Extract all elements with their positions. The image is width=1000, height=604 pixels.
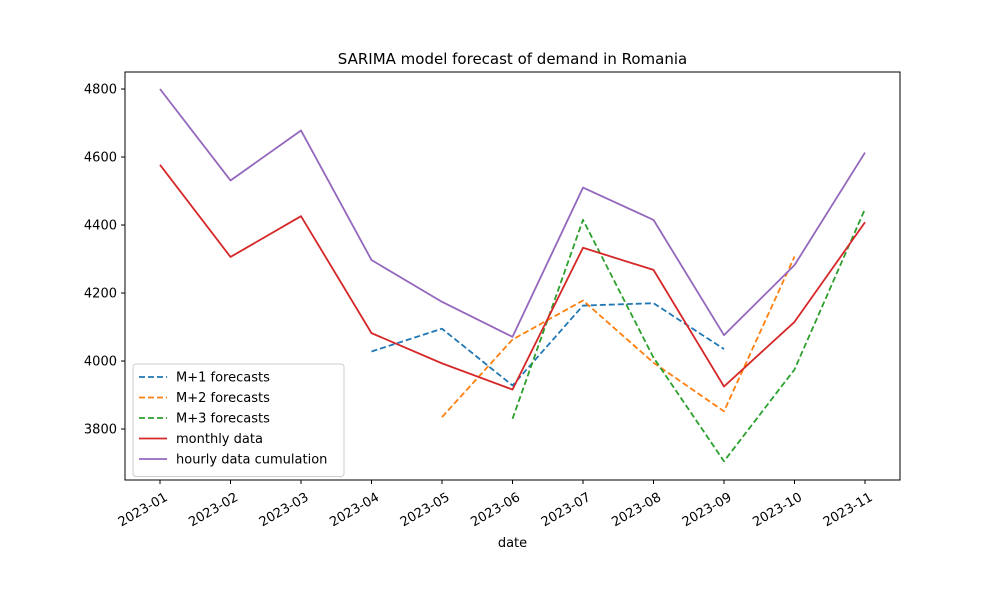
y-tick-label: 3800 bbox=[84, 423, 117, 438]
y-tick-label: 4600 bbox=[84, 151, 117, 166]
y-tick-label: 4400 bbox=[84, 219, 117, 234]
x-axis-label: date bbox=[498, 536, 527, 551]
y-axis: 3800 4000 4200 4400 4600 4800 bbox=[84, 83, 125, 438]
chart-legend: M+1 forecasts M+2 forecasts M+3 forecasts m… bbox=[132, 363, 345, 477]
series-line-4 bbox=[159, 164, 866, 391]
series-line-1 bbox=[371, 302, 725, 387]
series-layer bbox=[159, 88, 866, 463]
legend-label: M+3 forecasts bbox=[176, 412, 270, 427]
legend-label: M+1 forecasts bbox=[176, 371, 270, 386]
legend-label: hourly data cumulation bbox=[176, 453, 327, 468]
y-tick-label: 4800 bbox=[84, 83, 117, 98]
y-tick-label: 4000 bbox=[84, 355, 117, 370]
legend-label: monthly data bbox=[176, 432, 263, 447]
chart-title: SARIMA model forecast of demand in Roman… bbox=[338, 50, 687, 68]
legend-label: M+2 forecasts bbox=[176, 391, 270, 406]
legend-box bbox=[132, 363, 345, 477]
series-line-5 bbox=[159, 88, 866, 338]
y-tick-label: 4200 bbox=[84, 287, 117, 302]
series-line-3 bbox=[511, 208, 866, 463]
